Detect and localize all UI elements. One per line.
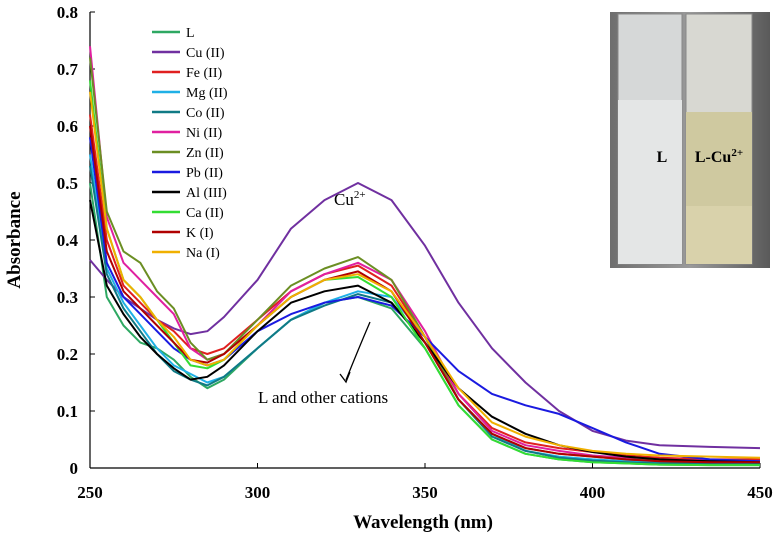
x-tick-label: 450	[747, 483, 773, 502]
series-line	[89, 91, 761, 459]
inset-label: L-Cu2+	[695, 147, 743, 166]
legend-label: Al (III)	[186, 186, 227, 201]
series-line	[89, 137, 761, 463]
inset-photo	[610, 12, 770, 268]
y-tick-label: 0.4	[57, 231, 79, 250]
y-tick-label: 0.8	[57, 3, 78, 22]
legend-label: Fe (II)	[186, 66, 222, 81]
x-tick-label: 350	[412, 483, 438, 502]
y-tick-label: 0.5	[57, 174, 78, 193]
x-tick-label: 400	[580, 483, 606, 502]
legend-label: Ni (II)	[186, 126, 222, 141]
legend-label: Mg (II)	[186, 86, 228, 101]
y-tick-label: 0	[70, 459, 79, 478]
x-axis-label: Wavelength (nm)	[353, 512, 493, 533]
arrow-head	[339, 371, 351, 384]
series-line	[89, 46, 761, 463]
y-tick-label: 0.3	[57, 288, 78, 307]
annotation: Cu2+	[334, 189, 366, 209]
y-tick-label: 0.1	[57, 402, 78, 421]
legend-label: L	[186, 26, 195, 41]
y-tick-label: 0.7	[57, 60, 79, 79]
legend-label: Pb (II)	[186, 166, 223, 181]
series-line	[89, 154, 760, 464]
series-line	[89, 199, 761, 464]
x-tick-label: 300	[245, 483, 271, 502]
inset-label: L	[657, 149, 668, 166]
legend-label: K (I)	[186, 226, 214, 241]
series-line	[89, 125, 760, 464]
arrow	[345, 321, 371, 381]
annotation: L and other cations	[258, 388, 388, 407]
legend-label: Na (I)	[186, 246, 220, 261]
y-axis-label: Absorbance	[4, 191, 25, 288]
legend-label: Cu (II)	[186, 46, 225, 61]
y-tick-label: 0.2	[57, 345, 78, 364]
legend-label: Zn (II)	[186, 146, 224, 161]
legend-label: Ca (II)	[186, 206, 224, 221]
y-tick-label: 0.6	[57, 117, 78, 136]
x-tick-label: 250	[77, 483, 103, 502]
legend-label: Co (II)	[186, 106, 225, 121]
